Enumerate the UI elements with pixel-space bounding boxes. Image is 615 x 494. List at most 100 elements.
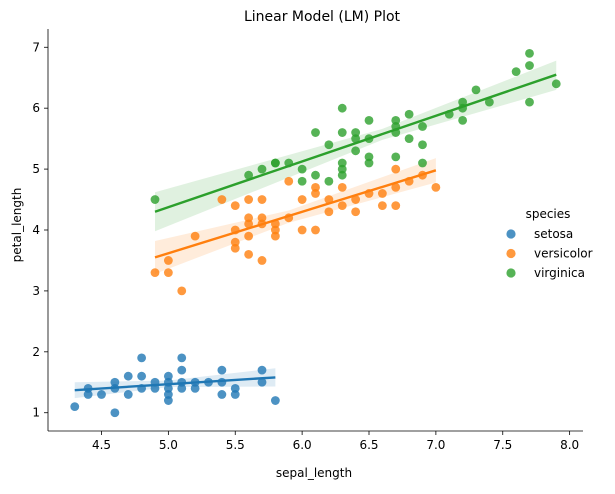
virginica-point-23: [364, 115, 374, 125]
virginica-confidence-band: [155, 60, 557, 232]
virginica-point-6: [297, 176, 307, 186]
virginica-point-2: [257, 164, 267, 174]
y-tick-label-4: 5: [32, 162, 40, 176]
virginica-point-4: [270, 158, 280, 168]
chart-title: Linear Model (LM) Plot: [244, 9, 401, 25]
setosa-point-22: [177, 353, 187, 363]
versicolor-point-3: [177, 286, 187, 296]
versicolor-point-6: [230, 243, 240, 253]
versicolor-point-40: [391, 164, 401, 174]
setosa-point-16: [163, 383, 173, 393]
versicolor-point-19: [270, 231, 280, 241]
virginica-point-37: [471, 85, 481, 95]
virginica-point-7: [297, 164, 307, 174]
virginica-point-30: [418, 158, 427, 168]
virginica-point-20: [364, 158, 374, 168]
legend-marker-setosa: [506, 229, 516, 239]
virginica-point-36: [458, 97, 468, 107]
x-axis-label: sepal_length: [276, 466, 352, 480]
virginica-point-11: [324, 140, 334, 150]
setosa-regression-line: [74, 376, 276, 392]
versicolor-point-26: [311, 225, 320, 235]
setosa-point-7: [123, 390, 133, 399]
setosa-point-31: [257, 377, 267, 387]
versicolor-regression-line: [154, 169, 437, 259]
y-tick-label-6: 7: [32, 40, 40, 54]
versicolor-point-24: [297, 225, 307, 235]
x-tick-label-2: 5.5: [226, 438, 245, 452]
versicolor-point-0: [150, 268, 160, 278]
virginica-point-19: [351, 128, 361, 137]
versicolor-point-20: [270, 225, 280, 235]
legend-label-setosa: setosa: [534, 227, 573, 241]
setosa-point-3: [97, 390, 106, 399]
virginica-point-9: [311, 128, 320, 137]
virginica-regression-line: [154, 73, 557, 213]
versicolor-point-23: [284, 176, 294, 186]
versicolor-point-27: [311, 189, 320, 198]
versicolor-point-10: [244, 249, 254, 259]
virginica-point-14: [337, 158, 347, 168]
x-tick-label-5: 7.0: [426, 438, 445, 452]
setosa-point-15: [163, 390, 173, 399]
legend: species setosa versicolor virginica: [506, 207, 593, 280]
virginica-point-8: [311, 170, 320, 180]
setosa-point-29: [230, 390, 240, 399]
setosa-point-8: [123, 371, 133, 381]
versicolor-point-37: [377, 189, 387, 198]
virginica-point-21: [364, 152, 374, 162]
setosa-point-33: [270, 396, 280, 405]
virginica-point-40: [525, 97, 534, 107]
virginica-point-12: [337, 170, 347, 180]
versicolor-point-5: [217, 195, 227, 204]
x-tick-label-4: 6.5: [359, 438, 378, 452]
versicolor-point-38: [391, 201, 401, 211]
versicolor-point-34: [351, 195, 361, 204]
virginica-point-28: [404, 134, 414, 144]
x-tick-label-7: 8.0: [560, 438, 579, 452]
setosa-point-18: [163, 371, 173, 381]
versicolor-point-17: [257, 213, 267, 223]
virginica-point-13: [337, 164, 347, 174]
versicolor-point-14: [244, 195, 254, 204]
virginica-point-42: [525, 48, 534, 58]
versicolor-point-43: [431, 182, 441, 192]
setosa-point-10: [137, 371, 147, 381]
x-tick-label-0: 4.5: [92, 438, 111, 452]
versicolor-point-33: [351, 207, 361, 217]
virginica-point-39: [511, 67, 521, 77]
setosa-point-26: [217, 390, 227, 399]
setosa-point-28: [217, 365, 227, 375]
legend-title: species: [526, 207, 571, 221]
virginica-point-18: [351, 134, 361, 144]
y-axis-label: petal_length: [10, 188, 24, 263]
versicolor-point-4: [190, 231, 200, 241]
setosa-point-21: [177, 365, 187, 375]
x-tick-label-3: 6.0: [293, 438, 312, 452]
virginica-point-24: [391, 152, 401, 162]
versicolor-point-18: [257, 195, 267, 204]
axes: 4.5 5.0 5.5 6.0 6.5 7.0 7.5 8.0 1 2 3 4 5 6 7: [32, 29, 583, 452]
versicolor-point-7: [230, 237, 240, 247]
versicolor-point-32: [337, 182, 347, 192]
virginica-point-27: [391, 115, 401, 125]
versicolor-point-12: [244, 219, 254, 229]
y-tick-label-5: 6: [32, 101, 40, 115]
setosa-point-32: [257, 365, 267, 375]
virginica-point-34: [458, 115, 468, 125]
y-tick-label-2: 3: [32, 284, 40, 298]
x-tick-label-6: 7.5: [493, 438, 512, 452]
setosa-point-27: [217, 377, 227, 387]
versicolor-point-31: [337, 201, 347, 211]
setosa-point-0: [70, 402, 80, 412]
virginica-point-10: [324, 176, 334, 186]
virginica-point-29: [404, 109, 414, 119]
versicolor-point-2: [163, 256, 173, 265]
versicolor-point-1: [163, 268, 173, 278]
virginica-point-15: [337, 128, 347, 137]
virginica-point-43: [551, 79, 561, 89]
setosa-point-23: [190, 383, 200, 393]
setosa-point-1: [83, 390, 93, 399]
